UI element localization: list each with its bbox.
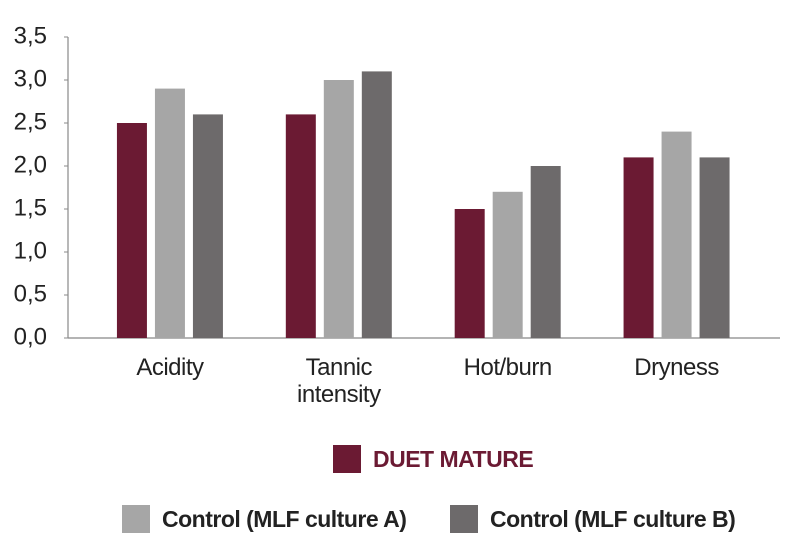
legend-swatch	[450, 505, 478, 533]
y-tick-label: 2,5	[14, 108, 47, 135]
y-tick-label: 2,0	[14, 151, 47, 178]
legend-label: Control (MLF culture B)	[490, 506, 735, 532]
bar	[285, 114, 316, 339]
legend-label: DUET MATURE	[373, 446, 533, 472]
y-tick-label: 0,0	[14, 323, 47, 350]
x-tick-label: Acidity	[136, 354, 204, 381]
bar	[530, 166, 561, 338]
y-tick-label: 3,0	[14, 65, 47, 92]
x-tick-label: Tannic intensity	[297, 354, 381, 408]
legend-swatch	[333, 445, 361, 473]
bar	[623, 157, 654, 338]
legend-label: Control (MLF culture A)	[162, 506, 406, 532]
bar	[192, 114, 223, 339]
y-tick-label: 1,5	[14, 194, 47, 221]
bar	[154, 88, 185, 338]
y-tick-label: 0,5	[14, 280, 47, 307]
y-tick-label: 3,5	[14, 22, 47, 49]
x-tick-label: Hot/burn	[463, 354, 553, 381]
bar	[492, 191, 523, 338]
bar	[454, 209, 485, 338]
y-tick-label: 1,0	[14, 237, 47, 264]
bar	[116, 123, 147, 338]
x-tick-label: Dryness	[634, 354, 719, 381]
bar	[661, 131, 692, 338]
bar	[361, 71, 392, 339]
bar	[323, 80, 354, 338]
legend-swatch	[122, 505, 150, 533]
bar	[699, 157, 730, 338]
